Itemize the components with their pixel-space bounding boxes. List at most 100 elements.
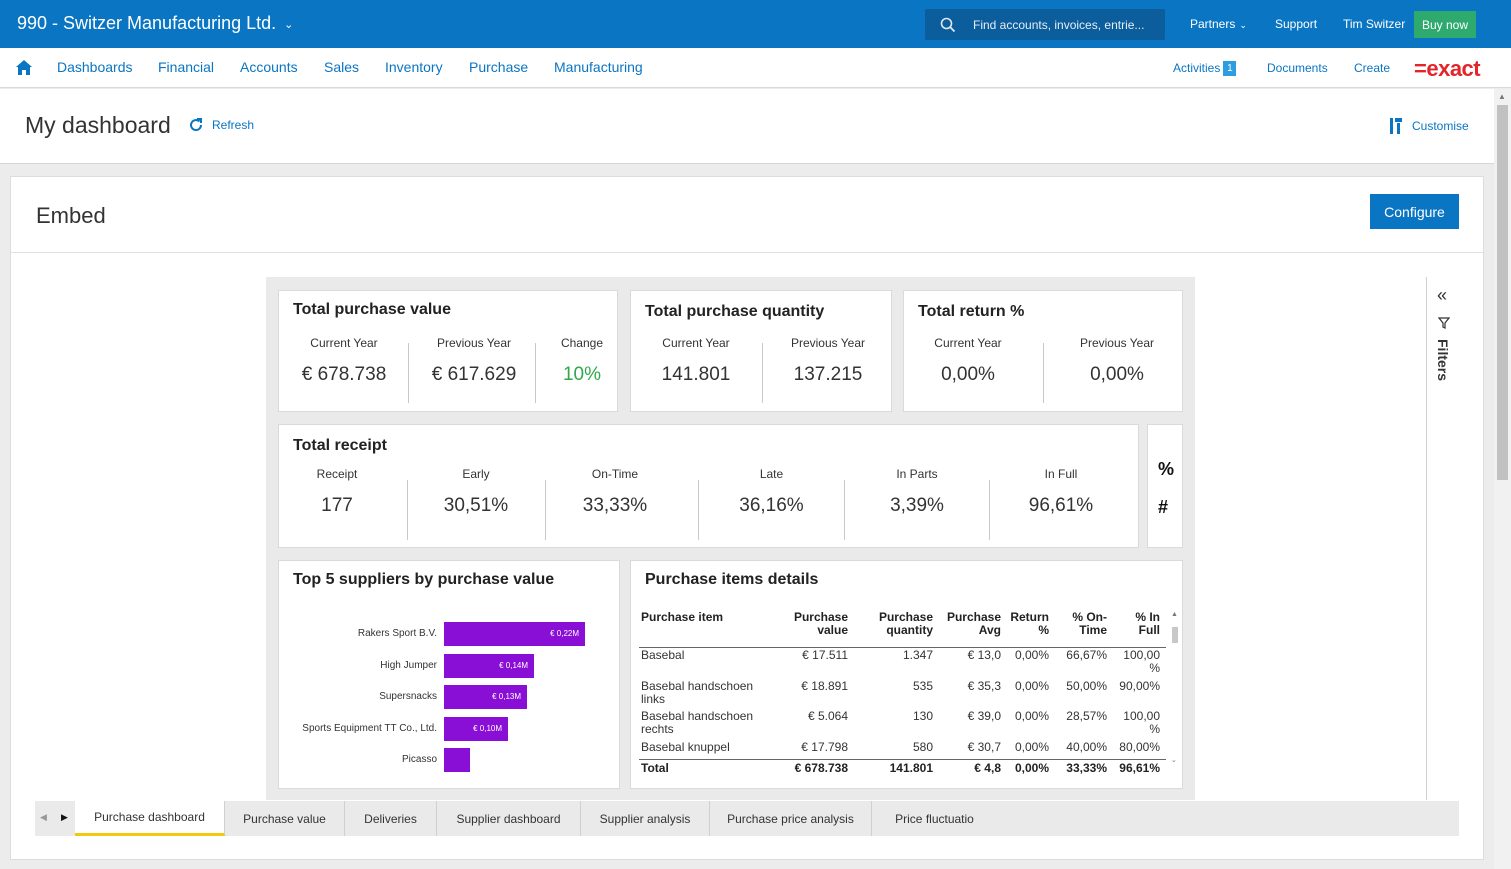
- embed-header: Embed Configure: [11, 177, 1483, 253]
- filters-label: Filters: [1435, 339, 1451, 382]
- nav-sales[interactable]: Sales: [324, 59, 360, 75]
- tools-icon: [1390, 118, 1402, 134]
- buy-now-button[interactable]: Buy now: [1414, 11, 1476, 38]
- bar-value-label: € 0,13M: [492, 692, 521, 701]
- bar-value-label: € 0,10M: [473, 723, 502, 733]
- top-bar: 990 - Switzer Manufacturing Ltd. ⌄ Find …: [0, 0, 1511, 48]
- table-scrollbar[interactable]: ▲ ⌄: [1171, 611, 1180, 764]
- customise-label: Customise: [1412, 119, 1469, 133]
- page-title: My dashboard: [25, 112, 171, 138]
- divider: [408, 343, 409, 403]
- table-cell: € 17.798: [801, 740, 848, 754]
- kpi-early: Early 30,51%: [407, 467, 545, 517]
- tab-deliveries[interactable]: Deliveries: [345, 801, 437, 836]
- company-selector[interactable]: 990 - Switzer Manufacturing Ltd. ⌄: [17, 13, 293, 34]
- bar[interactable]: € 0,22M: [444, 622, 585, 646]
- bar[interactable]: [444, 748, 470, 772]
- tab-next-icon[interactable]: ▶: [61, 812, 68, 822]
- kpi-on-time: On-Time 33,33%: [545, 467, 685, 517]
- tab-price-fluctuation[interactable]: Price fluctuatio: [895, 811, 974, 826]
- divider: [844, 480, 845, 540]
- bar[interactable]: € 0,13M: [444, 685, 527, 709]
- table-cell: 80,00%: [1119, 740, 1160, 754]
- card-title: Total receipt: [293, 437, 387, 454]
- scroll-up-icon[interactable]: ▲: [1171, 611, 1178, 618]
- table-cell: 40,00%: [1066, 740, 1107, 754]
- documents-link[interactable]: Documents: [1267, 61, 1328, 75]
- divider: [989, 480, 990, 540]
- activities-link[interactable]: Activities 1: [1173, 61, 1237, 76]
- nav-dashboards[interactable]: Dashboards: [57, 59, 133, 75]
- scroll-up-icon[interactable]: ▲: [1498, 92, 1506, 101]
- measure-toggle: % #: [1147, 424, 1183, 548]
- kpi-label: Receipt: [316, 467, 358, 481]
- search-box[interactable]: Find accounts, invoices, entrie...: [925, 9, 1165, 40]
- bar[interactable]: € 0,14M: [444, 653, 534, 678]
- kpi-value: 33,33%: [582, 495, 648, 516]
- chevron-down-icon: ⌄: [1239, 20, 1247, 30]
- tab-supplier-dashboard[interactable]: Supplier dashboard: [437, 801, 581, 836]
- nav-manufacturing[interactable]: Manufacturing: [554, 59, 643, 75]
- scroll-down-icon[interactable]: ⌄: [1171, 757, 1177, 764]
- filters-pane[interactable]: « Filters: [1426, 277, 1459, 800]
- collapse-left-icon[interactable]: «: [1437, 285, 1448, 305]
- table-cell: Basebal knuppel: [641, 740, 730, 754]
- table-cell: € 39,0: [967, 709, 1001, 723]
- kpi-label: Current Year: [310, 336, 378, 350]
- page-scrollbar[interactable]: ▲: [1494, 89, 1511, 869]
- table-cell: € 5.064: [807, 709, 848, 723]
- table-cell: 50,00%: [1066, 679, 1107, 693]
- table-cell: Basebal handschoen rechts: [641, 709, 754, 736]
- customise-button[interactable]: Customise: [1388, 117, 1469, 135]
- table-divider: [639, 759, 1166, 760]
- refresh-button[interactable]: Refresh: [188, 117, 254, 133]
- search-input[interactable]: Find accounts, invoices, entrie...: [973, 17, 1145, 32]
- tab-purchase-value[interactable]: Purchase value: [225, 801, 345, 836]
- support-link[interactable]: Support: [1275, 17, 1318, 31]
- configure-button[interactable]: Configure: [1370, 194, 1459, 229]
- chevron-down-icon: ⌄: [284, 19, 294, 31]
- divider: [535, 343, 536, 403]
- user-menu[interactable]: Tim Switzer: [1343, 17, 1406, 31]
- column-header: Purchase Avg: [946, 610, 1001, 637]
- partners-menu[interactable]: Partners ⌄: [1190, 17, 1247, 31]
- scrollbar-thumb[interactable]: [1497, 105, 1508, 480]
- bar-category-label: Sports Equipment TT Co., Ltd.: [302, 722, 437, 734]
- activities-label: Activities: [1173, 61, 1221, 75]
- kpi-previous-year: Previous Year 137.215: [763, 336, 893, 386]
- count-toggle-button[interactable]: #: [1158, 497, 1169, 517]
- tab-prev-icon[interactable]: ◀: [40, 812, 47, 822]
- kpi-label: Late: [759, 467, 784, 481]
- percent-toggle-button[interactable]: %: [1158, 459, 1175, 479]
- kpi-label: Change: [560, 336, 604, 350]
- tab-supplier-analysis[interactable]: Supplier analysis: [581, 801, 710, 836]
- tab-purchase-price-analysis[interactable]: Purchase price analysis: [710, 801, 872, 836]
- scrollbar-thumb[interactable]: [1172, 627, 1178, 643]
- kpi-return-card: Total return % Current Year 0,00% Previo…: [903, 290, 1183, 412]
- bar-category-label: Rakers Sport B.V.: [357, 628, 437, 639]
- bar-category-label: Picasso: [401, 754, 437, 765]
- bar-category-label: Supersnacks: [379, 691, 437, 702]
- bar-value-label: € 0,14M: [499, 660, 528, 670]
- company-name: 990 - Switzer Manufacturing Ltd.: [17, 13, 277, 33]
- kpi-change: Change 10%: [537, 336, 627, 386]
- nav-purchase[interactable]: Purchase: [469, 59, 529, 75]
- bar[interactable]: € 0,10M: [444, 716, 508, 741]
- filter-icon: [1438, 317, 1450, 329]
- table-cell: 0,00%: [1014, 648, 1049, 662]
- divider: [762, 343, 763, 403]
- kpi-late: Late 36,16%: [698, 467, 845, 517]
- kpi-value: 0,00%: [1090, 364, 1144, 385]
- kpi-previous-year: Previous Year 0,00%: [1044, 336, 1190, 386]
- kpi-value: 10%: [562, 364, 602, 385]
- home-icon[interactable]: [15, 59, 33, 76]
- divider: [407, 480, 408, 540]
- kpi-value: 3,39%: [890, 495, 944, 516]
- table-cell: 1.347: [902, 648, 933, 662]
- nav-financial[interactable]: Financial: [158, 59, 215, 75]
- nav-inventory[interactable]: Inventory: [385, 59, 443, 75]
- column-header: % In Full: [1135, 610, 1160, 637]
- nav-accounts[interactable]: Accounts: [240, 59, 298, 75]
- tab-purchase-dashboard[interactable]: Purchase dashboard: [75, 801, 225, 836]
- create-link[interactable]: Create: [1354, 61, 1391, 75]
